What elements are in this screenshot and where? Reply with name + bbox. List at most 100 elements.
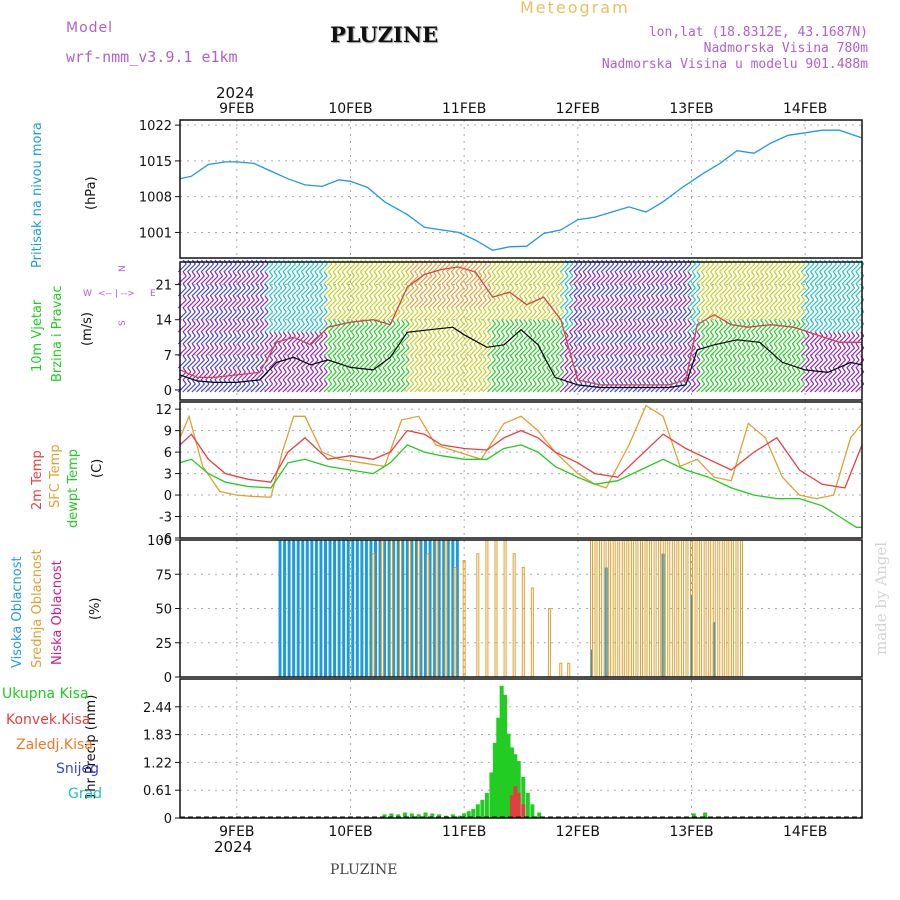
wind-barb-flag xyxy=(255,319,260,325)
wind-barb xyxy=(218,383,228,393)
wind-barb-flag xyxy=(782,367,787,373)
wind-barb xyxy=(391,299,401,309)
wind-barb xyxy=(832,383,842,393)
wind-barb xyxy=(386,311,396,321)
wind-barb xyxy=(327,275,337,285)
wind-barb-flag xyxy=(355,355,360,361)
wind-barb-flag xyxy=(719,319,724,325)
cloud-high-ylabel: Visoka Oblacnost xyxy=(10,556,25,668)
wind-barb-flag xyxy=(655,283,660,289)
wind-barb-flag xyxy=(778,319,783,325)
wind-barb-flag xyxy=(337,367,342,373)
wind-barb xyxy=(377,311,387,321)
wind-barb-flag xyxy=(264,283,269,289)
wind-ytick-label: 7 xyxy=(164,349,172,364)
wind-barb xyxy=(591,359,601,369)
wind-barb xyxy=(296,323,305,333)
wind-barb-flag xyxy=(719,355,724,361)
wind-barb-flag xyxy=(696,379,701,385)
wind-barb xyxy=(264,359,274,369)
wind-barb xyxy=(737,323,746,333)
wind-barb-flag xyxy=(682,331,687,337)
wind-barb-flag xyxy=(646,283,651,289)
wind-barb xyxy=(673,371,683,381)
wind-barb xyxy=(350,347,360,357)
wind-barb-flag xyxy=(692,307,696,313)
wind-barb-flag xyxy=(792,367,797,373)
wind-barb xyxy=(773,263,783,273)
wind-barb-flag xyxy=(260,319,265,325)
wind-barb xyxy=(391,347,401,357)
wind-barb-flag xyxy=(591,295,596,301)
cloud-bar-1 xyxy=(721,539,725,678)
wind-barb xyxy=(718,275,728,285)
wind-barb-flag xyxy=(505,283,510,289)
wind-barb xyxy=(427,275,437,285)
wind-barb xyxy=(791,299,801,309)
wind-barb-flag xyxy=(446,367,451,373)
wind-barb-flag xyxy=(514,379,519,385)
wind-barb-flag xyxy=(464,283,469,289)
wind-barb xyxy=(768,371,778,381)
wind-barb xyxy=(741,323,751,333)
wind-barb xyxy=(268,299,278,309)
precip-bar-0 xyxy=(480,799,485,818)
wind-barb xyxy=(696,311,706,321)
bottom-day-label-12FEB: 12FEB xyxy=(556,824,600,840)
wind-barb xyxy=(550,359,560,369)
wind-barb-flag xyxy=(710,307,715,313)
wind-barb xyxy=(423,335,433,345)
pressure-ytick-label: 1001 xyxy=(139,226,172,241)
wind-barb-flag xyxy=(373,355,378,361)
wind-barb-flag xyxy=(746,283,751,289)
wind-barb-flag xyxy=(846,379,851,385)
wind-barb xyxy=(814,299,824,309)
wind-barb xyxy=(359,335,369,345)
wind-barb-flag xyxy=(828,379,833,385)
wind-barb xyxy=(800,383,810,393)
wind-barb-flag xyxy=(678,283,683,289)
wind-barb xyxy=(382,299,392,309)
wind-barb xyxy=(641,263,651,273)
wind-barb xyxy=(268,263,278,273)
temperature-ytick-label: -6 xyxy=(159,532,172,547)
wind-barb-flag xyxy=(732,271,737,277)
wind-barb-flag xyxy=(337,307,342,313)
wind-barb-flag xyxy=(360,271,365,277)
wind-barb xyxy=(664,263,674,273)
wind-barb-flag xyxy=(660,331,665,337)
wind-barb-flag xyxy=(551,367,556,373)
wind-barb-flag xyxy=(796,319,801,325)
wind-barb xyxy=(727,335,737,345)
wind-barb xyxy=(200,275,210,285)
wind-barb-flag xyxy=(369,379,374,385)
wind-barb-flag xyxy=(560,331,565,337)
wind-barb-flag xyxy=(782,283,787,289)
wind-barb-flag xyxy=(310,319,315,325)
wind-barb-flag xyxy=(819,343,824,349)
wind-barb xyxy=(323,275,333,285)
wind-barb xyxy=(546,275,555,285)
wind-barb xyxy=(223,359,233,369)
wind-barb-flag xyxy=(369,355,374,361)
wind-barb xyxy=(505,299,515,309)
wind-barb xyxy=(705,371,715,381)
wind-barb xyxy=(518,311,528,321)
wind-barb-flag xyxy=(714,367,719,373)
wind-barb xyxy=(637,323,646,333)
wind-barb xyxy=(796,275,806,285)
wind-barb-flag xyxy=(710,271,715,277)
wind-barb-flag xyxy=(241,343,246,349)
precip-bar-0 xyxy=(703,812,708,818)
wind-barb-flag xyxy=(460,319,465,325)
wind-barb xyxy=(346,323,355,333)
wind-barb-flag xyxy=(432,367,437,373)
wind-barb-flag xyxy=(196,355,201,361)
wind-barb xyxy=(818,347,828,357)
wind-barb-flag xyxy=(446,379,451,385)
wind-barb xyxy=(523,323,533,333)
bottom-day-label-11FEB: 11FEB xyxy=(442,824,486,840)
wind-barb-flag xyxy=(541,367,546,373)
wind-barb xyxy=(664,347,674,357)
wind-barb-flag xyxy=(837,295,842,301)
